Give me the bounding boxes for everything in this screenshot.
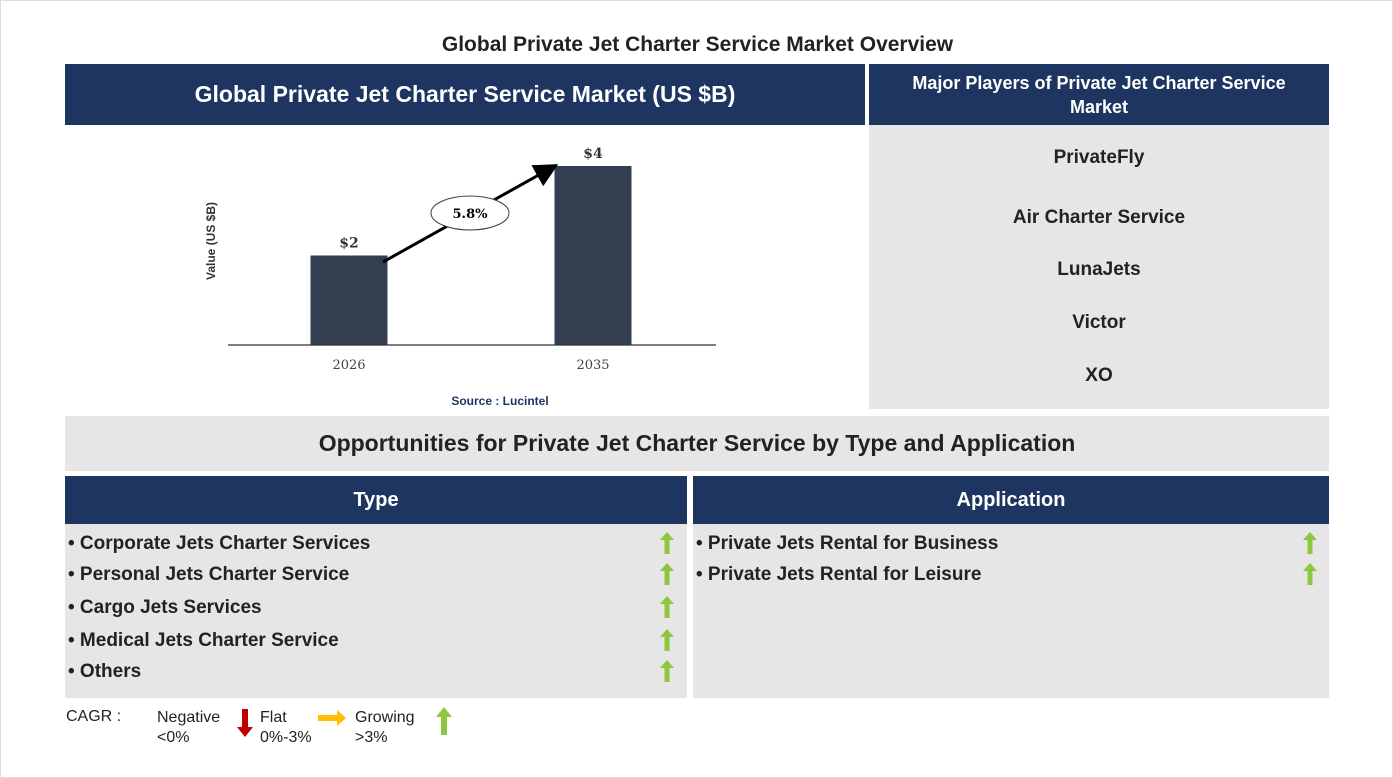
legend-growing-range: >3% — [355, 729, 388, 746]
list-item: • Others — [68, 661, 142, 682]
legend-negative-text: Negative — [157, 709, 221, 726]
legend-growing: Growing >3% — [355, 708, 415, 748]
list-item: • Cargo Jets Services — [68, 597, 262, 618]
data-label: $2 — [339, 236, 358, 252]
player-item: LunaJets — [1057, 259, 1141, 280]
up-arrow-icon — [436, 707, 452, 735]
legend-flat-text: Flat — [260, 709, 287, 726]
player-item: PrivateFly — [1053, 147, 1145, 168]
player-item: XO — [1085, 365, 1113, 386]
list-item: • Personal Jets Charter Service — [68, 564, 350, 585]
up-arrow-icon — [660, 596, 674, 618]
right-arrow-icon — [318, 710, 346, 726]
market-panel-header: Global Private Jet Charter Service Marke… — [65, 64, 865, 125]
x-tick-label: 2026 — [332, 358, 365, 373]
page-title: Global Private Jet Charter Service Marke… — [441, 33, 954, 56]
bar-2035 — [554, 166, 632, 345]
legend-negative: Negative <0% — [157, 708, 220, 748]
type-panel — [65, 524, 687, 698]
data-label: $4 — [583, 146, 603, 162]
cagr-label: 5.8% — [453, 207, 489, 222]
application-panel — [693, 524, 1329, 698]
up-arrow-icon — [660, 660, 674, 682]
list-item: • Medical Jets Charter Service — [68, 630, 339, 651]
market-chart: Value (US $B) $2 2026 $4 2035 5.8% Source :… — [204, 146, 716, 408]
legend-label: CAGR : — [66, 708, 122, 725]
up-arrow-icon — [1303, 532, 1317, 554]
up-arrow-icon — [660, 532, 674, 554]
player-item: Air Charter Service — [1012, 207, 1186, 228]
list-item: • Private Jets Rental for Business — [696, 533, 999, 554]
bar-2026 — [310, 255, 388, 345]
legend-growing-text: Growing — [355, 709, 415, 726]
up-arrow-icon — [660, 563, 674, 585]
type-header: Type — [65, 476, 687, 524]
cagr-bubble — [430, 195, 510, 231]
legend-flat-range: 0%-3% — [260, 729, 312, 746]
opportunities-header: Opportunities for Private Jet Charter Se… — [65, 416, 1329, 471]
player-item: Victor — [1072, 312, 1126, 333]
players-panel — [869, 125, 1329, 409]
y-axis-label: Value (US $B) — [204, 202, 218, 280]
up-arrow-icon — [1303, 563, 1317, 585]
application-header: Application — [693, 476, 1329, 524]
list-item: • Corporate Jets Charter Services — [68, 533, 371, 554]
source-label: Source : Lucintel — [451, 394, 548, 408]
up-arrow-icon — [660, 629, 674, 651]
x-tick-label: 2035 — [576, 358, 609, 373]
players-header: Major Players of Private Jet Charter Ser… — [869, 64, 1329, 125]
down-arrow-icon — [237, 709, 253, 737]
list-item: • Private Jets Rental for Leisure — [696, 564, 982, 585]
legend-negative-range: <0% — [157, 729, 190, 746]
legend-flat: Flat 0%-3% — [260, 708, 312, 748]
